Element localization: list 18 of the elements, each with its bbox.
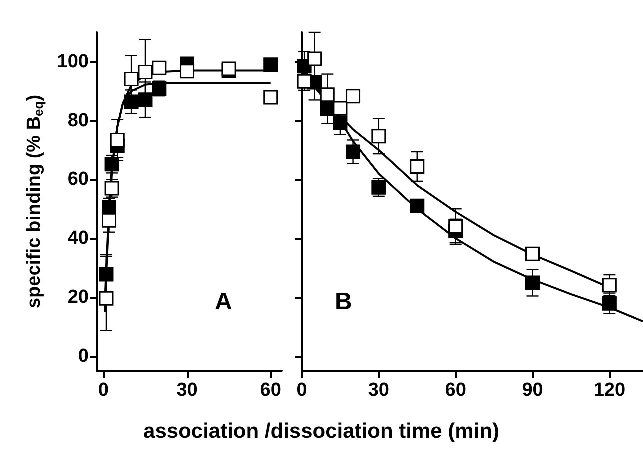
x-tick-label: 0	[98, 380, 109, 401]
x-axis-title: association /dissociation time (min)	[142, 420, 500, 444]
y-tick-label: 0	[78, 346, 89, 367]
y-tick-label: 80	[68, 110, 89, 132]
x-tick-label: 60	[260, 380, 282, 401]
y-tick-label: 20	[68, 286, 89, 308]
annotation: A	[215, 288, 232, 316]
x-tick-label: 0	[296, 380, 308, 401]
y-tick-label: 100	[57, 51, 89, 72]
x-tick-label: 30	[368, 380, 390, 401]
y-tick-label: 60	[68, 169, 89, 190]
x-tick-label: 60	[445, 380, 466, 401]
x-tick-label: 30	[176, 380, 198, 401]
y-axis-title: specific binding (% Beq)	[24, 94, 46, 309]
x-tick-label: 120	[594, 380, 626, 401]
annotation: B	[335, 288, 352, 316]
x-tick-label: 90	[522, 380, 544, 401]
y-tick-label: 40	[68, 228, 89, 250]
